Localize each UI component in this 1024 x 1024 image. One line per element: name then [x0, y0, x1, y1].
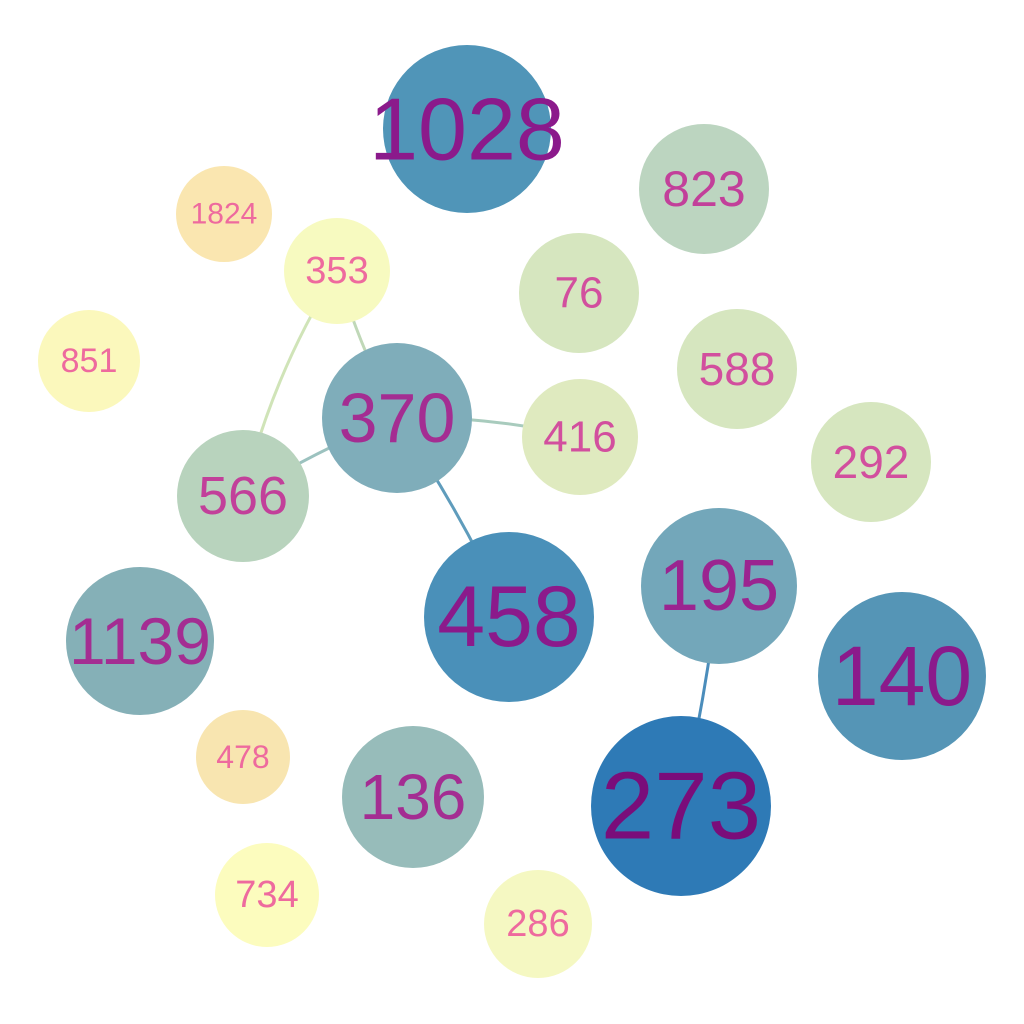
node-label-588: 588	[699, 343, 776, 395]
node-353[interactable]: 353	[284, 218, 390, 324]
node-286[interactable]: 286	[484, 870, 592, 978]
node-label-370: 370	[339, 379, 456, 457]
node-label-734: 734	[235, 874, 298, 916]
node-195[interactable]: 195	[641, 508, 797, 664]
node-label-1028: 1028	[369, 80, 565, 179]
node-label-851: 851	[61, 342, 118, 380]
node-823[interactable]: 823	[639, 124, 769, 254]
node-label-566: 566	[198, 466, 288, 526]
node-label-292: 292	[833, 436, 910, 488]
node-1824[interactable]: 1824	[176, 166, 272, 262]
node-label-1824: 1824	[191, 198, 258, 231]
node-label-286: 286	[506, 903, 569, 945]
node-416[interactable]: 416	[522, 379, 638, 495]
node-label-76: 76	[555, 269, 604, 318]
node-label-478: 478	[216, 739, 269, 775]
node-140[interactable]: 140	[818, 592, 986, 760]
node-851[interactable]: 851	[38, 310, 140, 412]
node-734[interactable]: 734	[215, 843, 319, 947]
node-458[interactable]: 458	[424, 532, 594, 702]
node-1028[interactable]: 1028	[369, 45, 565, 213]
node-292[interactable]: 292	[811, 402, 931, 522]
node-label-140: 140	[832, 629, 972, 723]
node-478[interactable]: 478	[196, 710, 290, 804]
node-label-195: 195	[659, 546, 779, 626]
node-label-1139: 1139	[69, 604, 211, 678]
node-label-416: 416	[543, 413, 616, 462]
node-label-353: 353	[305, 250, 368, 292]
node-566[interactable]: 566	[177, 430, 309, 562]
node-label-136: 136	[360, 761, 467, 833]
node-label-823: 823	[662, 161, 745, 217]
node-label-458: 458	[437, 569, 581, 665]
node-370[interactable]: 370	[322, 343, 472, 493]
node-136[interactable]: 136	[342, 726, 484, 868]
nodes-layer: 1028 823 1824 353 76 851 588 370 416 292 566 458 195…	[38, 45, 986, 978]
node-588[interactable]: 588	[677, 309, 797, 429]
node-label-273: 273	[601, 753, 761, 860]
node-76[interactable]: 76	[519, 233, 639, 353]
node-273[interactable]: 273	[591, 716, 771, 896]
node-1139[interactable]: 1139	[66, 567, 214, 715]
